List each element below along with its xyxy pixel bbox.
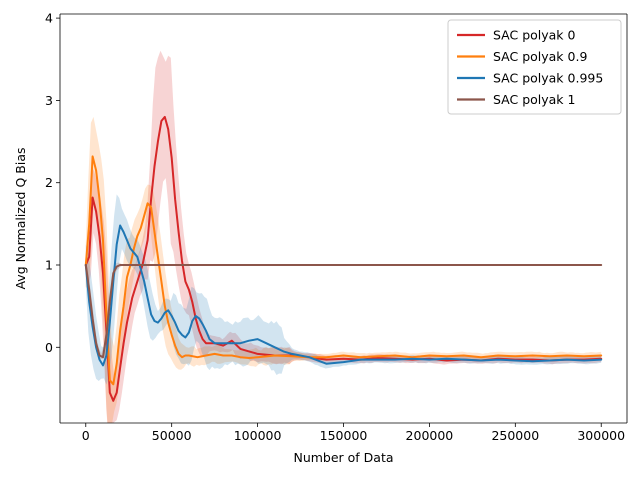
series-line-4: [84, 264, 603, 359]
legend-label-4: SAC polyak 1: [493, 92, 575, 107]
y-axis-label: Avg Normalized Q Bias: [13, 147, 28, 289]
y-tick-label: 2: [45, 175, 53, 190]
x-tick-label: 150000: [320, 428, 368, 443]
y-tick-label: 3: [45, 93, 53, 108]
series-band-3: [85, 194, 602, 385]
legend-label-1: SAC polyak 0: [493, 28, 576, 43]
x-tick-label: 100000: [234, 428, 282, 443]
x-tick-label: 200000: [406, 428, 454, 443]
y-tick-label: 4: [45, 11, 53, 26]
legend-label-2: SAC polyak 0.9: [493, 49, 587, 64]
x-tick-label: 50000: [152, 428, 192, 443]
x-tick-label: 0: [82, 428, 90, 443]
x-tick-label: 300000: [577, 428, 625, 443]
x-axis-label: Number of Data: [293, 450, 393, 465]
legend-frame: [447, 19, 622, 115]
series-band-2: [85, 116, 602, 423]
series-line-3: [84, 224, 603, 367]
series-line-2: [84, 155, 603, 386]
legend: SAC polyak 0 SAC polyak 0.9 SAC polyak 0.9…: [447, 19, 622, 115]
y-tick-label: 1: [45, 257, 53, 272]
y-tick-label: 0: [45, 340, 53, 355]
x-tick-label: 250000: [491, 428, 539, 443]
legend-label-3: SAC polyak 0.995: [493, 71, 603, 86]
